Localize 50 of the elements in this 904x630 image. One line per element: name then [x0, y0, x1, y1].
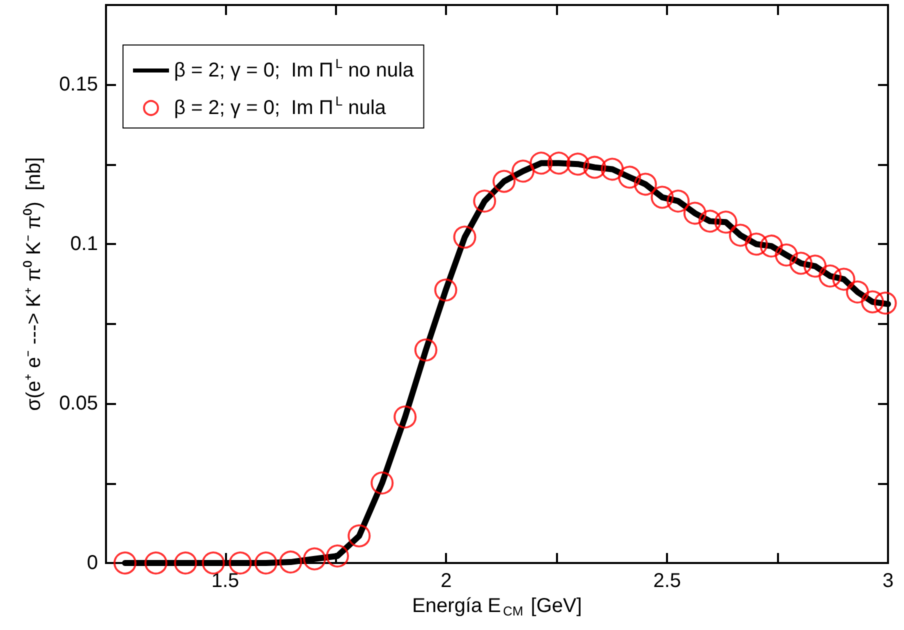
point [512, 160, 535, 183]
point [650, 186, 674, 209]
point [114, 552, 136, 574]
point [394, 405, 417, 428]
y-tick-label: 0.05 [59, 392, 98, 415]
point [566, 152, 590, 176]
point [583, 156, 606, 179]
point [666, 190, 690, 213]
point [618, 166, 642, 189]
x-tick-label: 2.5 [653, 570, 681, 592]
x-tick-label: 2 [440, 570, 452, 592]
x-tick-label: 1.5 [211, 570, 240, 592]
point [453, 226, 476, 249]
point [326, 544, 350, 568]
x-tick-label: 3 [882, 570, 894, 592]
point [698, 210, 722, 233]
point [818, 264, 842, 288]
point [789, 252, 812, 275]
point [530, 152, 553, 175]
point [202, 552, 225, 574]
y-tick-label: 0.15 [59, 74, 98, 96]
point [804, 254, 827, 278]
point [279, 550, 302, 574]
point [774, 243, 798, 266]
point [744, 232, 768, 256]
point [370, 471, 394, 494]
point [846, 280, 870, 304]
point [174, 552, 198, 574]
point [492, 170, 516, 193]
point [728, 224, 752, 247]
point [861, 290, 884, 314]
point [434, 278, 458, 302]
point [760, 234, 783, 258]
point [473, 190, 496, 213]
point [600, 158, 624, 181]
point [254, 552, 278, 574]
point [714, 210, 738, 234]
point [228, 552, 252, 574]
point [303, 547, 326, 570]
point [414, 338, 438, 362]
point [683, 202, 706, 225]
point [634, 172, 657, 196]
point [832, 268, 856, 291]
point [144, 552, 168, 574]
y-tick-label: 0.1 [70, 233, 98, 256]
y-tick-label: 0 [86, 552, 98, 574]
point [348, 524, 371, 548]
y-axis-title: σ(e⁺ e⁻ ---> K⁺ π⁰ K⁻ π⁰) [nb] [22, 157, 45, 411]
point [874, 292, 897, 315]
point [547, 152, 570, 175]
